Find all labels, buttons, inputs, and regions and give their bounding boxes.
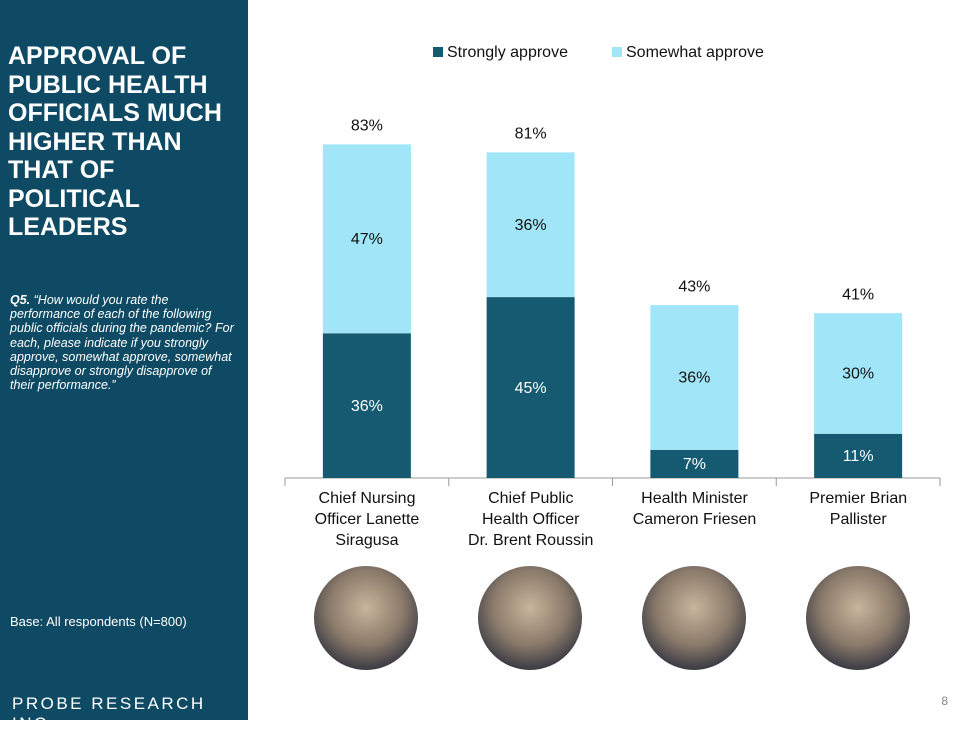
x-tick-label: Chief Nursing Officer Lanette Siragusa xyxy=(314,490,420,549)
bar-segment xyxy=(322,144,411,334)
legend-label: Somewhat approve xyxy=(626,44,764,61)
legend-label: Strongly approve xyxy=(447,44,568,61)
data-label: 45% xyxy=(515,380,547,397)
total-label: 81% xyxy=(515,126,547,143)
chart: Strongly approve Somewhat approve 36% 47% 83… xyxy=(284,44,941,670)
data-label: 36% xyxy=(515,217,547,234)
data-label: 36% xyxy=(351,398,383,415)
base-note: Base: All respondents (N=800) xyxy=(10,614,187,629)
data-label: 7% xyxy=(683,456,706,473)
question-label: Q5. xyxy=(10,293,31,307)
logo: PROBE RESEARCH INC. xyxy=(12,694,206,733)
total-label: 41% xyxy=(842,286,874,303)
data-label: 36% xyxy=(678,370,710,387)
bar-segment xyxy=(814,433,903,478)
data-label: 30% xyxy=(842,366,874,383)
data-label: 47% xyxy=(351,231,383,248)
total-label: 43% xyxy=(678,278,710,295)
question: Q5. “How would you rate the performance … xyxy=(10,293,238,392)
page-number: 8 xyxy=(941,694,948,708)
data-label: 11% xyxy=(843,448,874,465)
bar-segment xyxy=(322,333,411,478)
total-label: 83% xyxy=(351,118,383,135)
legend-swatch xyxy=(433,47,443,57)
bar-segment xyxy=(650,305,739,450)
question-text: “How would you rate the performance of e… xyxy=(10,293,234,393)
slide-title: APPROVAL OF PUBLIC HEALTH OFFICIALS MUCH… xyxy=(8,42,222,241)
x-tick-label: Health Minister Cameron Friesen xyxy=(632,490,757,528)
photo xyxy=(806,566,910,670)
bar-segment xyxy=(486,152,575,298)
photo xyxy=(314,566,418,670)
photo xyxy=(642,566,746,670)
photo xyxy=(478,566,582,670)
x-tick-label: Premier Brian Pallister xyxy=(809,490,908,528)
legend-swatch xyxy=(612,47,622,57)
bar-segment xyxy=(650,449,739,478)
x-tick-label: Chief Public Health Officer Dr. Brent Ro… xyxy=(468,490,594,549)
bar-segment xyxy=(814,313,903,434)
bar-segment xyxy=(486,297,575,478)
side-panel: APPROVAL OF PUBLIC HEALTH OFFICIALS MUCH… xyxy=(0,0,248,733)
